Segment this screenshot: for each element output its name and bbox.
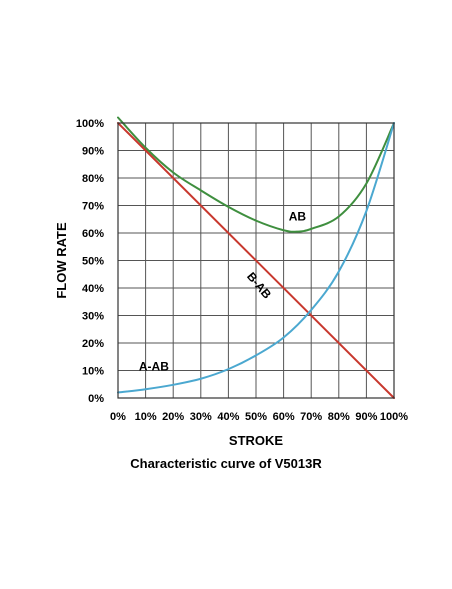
plot-frame [117, 122, 395, 399]
x-tick-label: 70% [300, 411, 322, 423]
x-tick-label: 20% [162, 411, 184, 423]
x-tick-label: 40% [217, 411, 239, 423]
y-tick-label: 30% [82, 311, 104, 323]
y-tick-label: 60% [82, 228, 104, 240]
tick-labels: 0% 10% 20% 30% 40% 50% 60% 70% 80% 90% 100%0%10%20… [76, 118, 408, 423]
curve-label-a-ab: A-AB [139, 360, 169, 374]
series-line-b-ab [117, 122, 395, 399]
y-tick-label: 90% [82, 146, 104, 158]
y-tick-label: 70% [82, 201, 104, 213]
x-axis-title: STROKE [229, 433, 284, 448]
series-lines [117, 116, 395, 399]
curve-labels: ABB-ABA-AB [139, 210, 307, 374]
x-tick-label: 60% [273, 411, 295, 423]
x-tick-label: 50% [245, 411, 267, 423]
chart-title: Characteristic curve of V5013R [130, 456, 322, 471]
y-tick-label: 10% [82, 366, 104, 378]
y-tick-label: 40% [82, 283, 104, 295]
y-tick-label: 80% [82, 173, 104, 185]
plot-border [117, 122, 395, 399]
x-tick-label: 80% [328, 411, 350, 423]
x-tick-label: 90% [355, 411, 377, 423]
y-tick-label: 100% [76, 118, 104, 130]
y-tick-label: 0% [88, 393, 104, 405]
y-axis-title: FLOW RATE [54, 222, 69, 299]
x-tick-label: 30% [190, 411, 212, 423]
series-line-a-ab [117, 122, 395, 394]
y-tick-label: 50% [82, 256, 104, 268]
x-tick-label: 10% [135, 411, 157, 423]
x-tick-label: 100% [380, 411, 408, 423]
y-tick-label: 20% [82, 338, 104, 350]
x-tick-label: 0% [110, 411, 126, 423]
series-line-ab [117, 116, 395, 233]
curve-label-ab: AB [289, 210, 307, 224]
